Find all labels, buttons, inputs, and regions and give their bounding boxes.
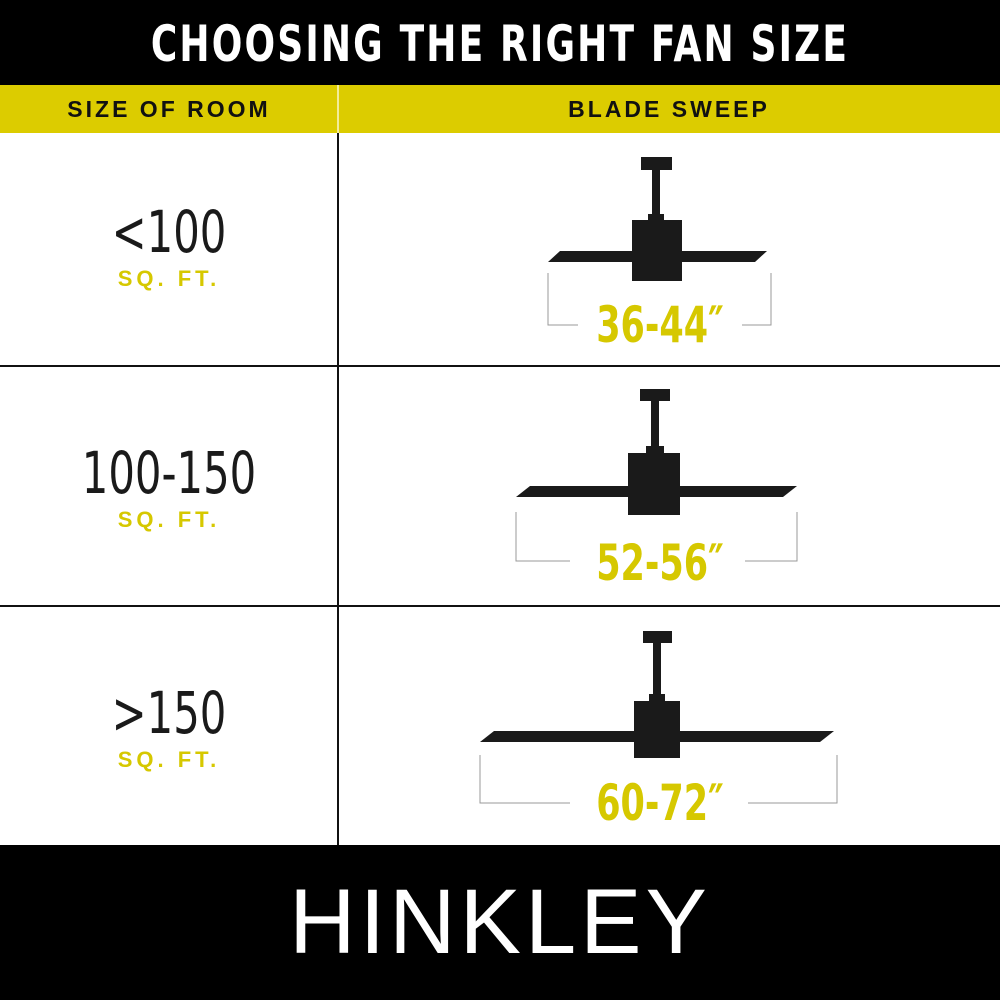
header-size-of-room: SIZE OF ROOM xyxy=(67,96,271,122)
blade-sweep-value: 52-56″ xyxy=(596,534,724,592)
fan-icon-medium xyxy=(516,389,797,515)
fan-icon-large xyxy=(480,631,834,758)
fan-icon-small xyxy=(548,157,767,281)
header-blade-sweep: BLADE SWEEP xyxy=(568,96,770,122)
room-size-unit: SQ. FT. xyxy=(117,507,221,532)
sweep-bracket xyxy=(479,755,838,804)
brand-logo: HINKLEY xyxy=(289,871,711,973)
row-divider xyxy=(0,365,1000,367)
room-size-unit: SQ. FT. xyxy=(117,266,221,291)
room-size-value: >150 xyxy=(111,679,227,747)
room-size-value: <100 xyxy=(111,198,227,266)
room-size-row-2: 100-150 SQ. FT. xyxy=(0,441,338,533)
blade-sweep-value: 36-44″ xyxy=(596,296,724,354)
table-header xyxy=(0,85,1000,133)
footer-bar xyxy=(0,845,1000,1000)
header-divider xyxy=(337,85,339,133)
page-title: CHOOSING THE RIGHT FAN SIZE xyxy=(150,15,850,73)
room-size-row-1: <100 SQ. FT. xyxy=(0,200,338,292)
room-size-row-3: >150 SQ. FT. xyxy=(0,681,338,773)
blade-sweep-value: 60-72″ xyxy=(596,774,724,832)
room-size-unit: SQ. FT. xyxy=(117,747,221,772)
title-bar xyxy=(0,0,1000,85)
sweep-bracket xyxy=(515,512,798,562)
column-divider xyxy=(337,85,339,845)
sweep-bracket xyxy=(547,273,772,326)
room-size-value: 100-150 xyxy=(81,439,257,507)
row-divider xyxy=(0,605,1000,607)
